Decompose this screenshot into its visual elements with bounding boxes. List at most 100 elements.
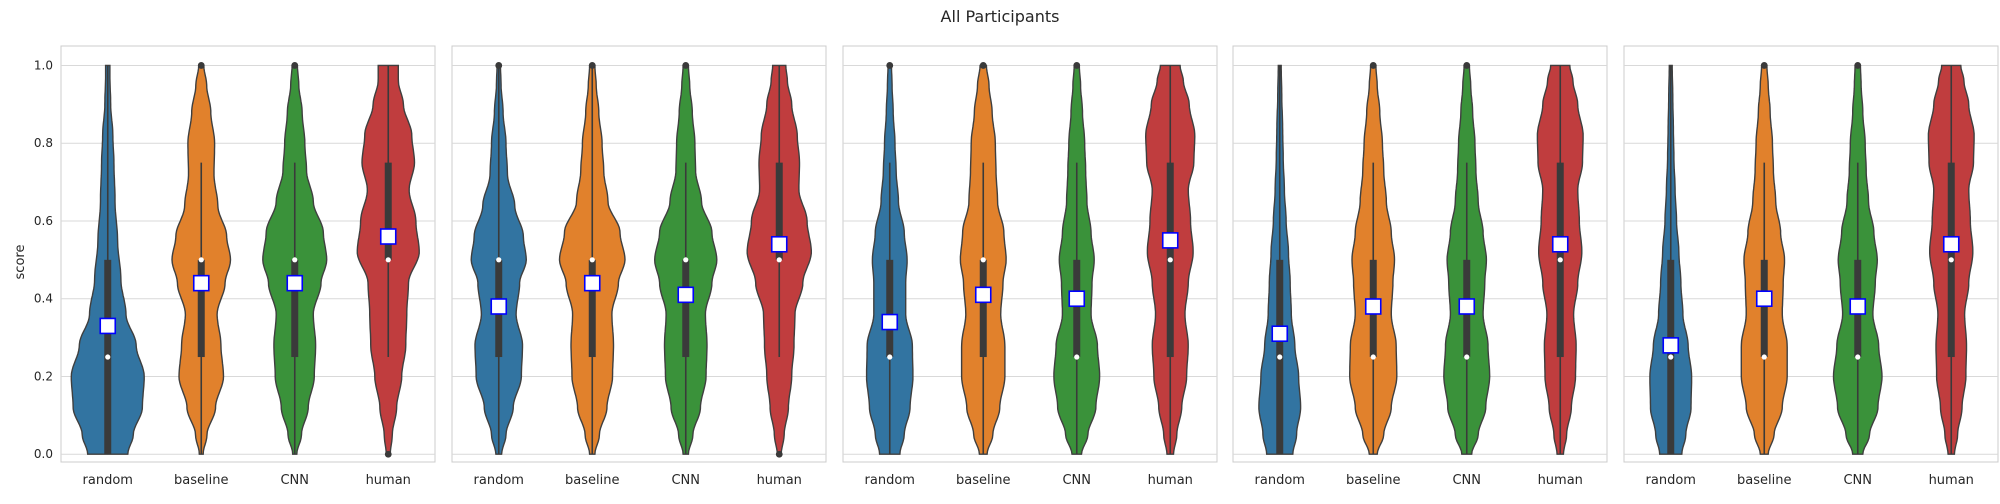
y-axis-label: score	[13, 245, 28, 280]
median-dot-CNN	[683, 257, 689, 263]
median-dot-random	[105, 354, 111, 360]
outlier-human	[775, 450, 783, 458]
median-dot-CNN	[1074, 354, 1080, 360]
iqr-box-CNN	[291, 259, 299, 358]
iqr-box-baseline	[979, 259, 987, 358]
outlier-CNN	[1463, 62, 1471, 69]
iqr-box-CNN	[682, 259, 690, 358]
outlier-baseline	[979, 62, 987, 69]
outlier-baseline	[197, 62, 205, 69]
median-dot-human	[1557, 257, 1563, 263]
panel-2: random baseline CNN human	[451, 45, 827, 488]
chart-title: All Participants	[941, 7, 1060, 26]
mean-marker-random	[1662, 337, 1680, 354]
x-tick-label-baseline: baseline	[565, 473, 619, 488]
y-tick-label: 0.6	[34, 214, 53, 228]
x-tick-label-random: random	[865, 473, 915, 488]
median-dot-baseline	[1370, 354, 1376, 360]
y-tick-label: 0.4	[34, 292, 53, 306]
x-tick-label-baseline: baseline	[174, 473, 228, 488]
x-tick-label-human: human	[1148, 473, 1193, 488]
median-dot-baseline	[1761, 354, 1767, 360]
outlier-CNN	[1073, 62, 1081, 69]
x-tick-label-human: human	[757, 473, 802, 488]
mean-marker-baseline	[583, 274, 601, 292]
outlier-random	[495, 62, 503, 69]
mean-marker-baseline	[1755, 290, 1773, 308]
median-dot-baseline	[980, 257, 986, 263]
x-tick-label-baseline: baseline	[956, 473, 1010, 488]
y-tick-label: 0.8	[34, 136, 53, 150]
outlier-CNN	[1854, 62, 1862, 69]
mean-marker-baseline	[1364, 298, 1382, 315]
median-dot-human	[385, 257, 391, 263]
mean-marker-CNN	[1068, 290, 1086, 308]
outlier-human	[384, 450, 392, 458]
iqr-box-baseline	[1760, 259, 1768, 358]
x-tick-label-random: random	[1255, 473, 1305, 488]
iqr-box-random	[886, 259, 894, 358]
panel-5: random baseline CNN human	[1623, 45, 1999, 488]
outlier-baseline	[1369, 62, 1377, 69]
x-tick-label-baseline: baseline	[1737, 473, 1791, 488]
mean-marker-human	[1551, 235, 1569, 253]
iqr-box-baseline	[588, 259, 596, 358]
median-dot-human	[776, 257, 782, 263]
outlier-baseline	[1760, 62, 1768, 69]
x-tick-label-CNN: CNN	[671, 473, 700, 488]
outlier-CNN	[291, 62, 299, 69]
iqr-box-CNN	[1073, 259, 1081, 358]
median-dot-baseline	[589, 257, 595, 263]
x-tick-label-human: human	[1538, 473, 1583, 488]
mean-marker-random	[881, 313, 899, 331]
median-dot-CNN	[1464, 354, 1470, 360]
median-dot-random	[1668, 354, 1674, 360]
y-tick-label: 1.0	[34, 58, 53, 72]
mean-marker-random	[1271, 325, 1289, 343]
mean-marker-CNN	[1458, 298, 1476, 315]
mean-marker-baseline	[192, 274, 210, 292]
mean-marker-human	[1942, 235, 1960, 253]
iqr-box-human	[384, 162, 392, 260]
panel-1: 0.0 0.2 0.4 0.6 0.8 1.0 random baseline CNN human	[34, 45, 436, 488]
median-dot-CNN	[292, 257, 298, 263]
mean-marker-random	[490, 298, 508, 315]
mean-marker-CNN	[677, 286, 695, 304]
x-tick-label-human: human	[366, 473, 411, 488]
y-tick-label: 0.2	[34, 369, 53, 383]
median-dot-baseline	[198, 257, 204, 263]
x-tick-label-random: random	[474, 473, 524, 488]
mean-marker-CNN	[1849, 298, 1867, 315]
y-tick-label: 0.0	[34, 447, 53, 461]
x-tick-label-CNN: CNN	[1452, 473, 1481, 488]
panels-group: 0.0 0.2 0.4 0.6 0.8 1.0 random baseline CNN human…	[34, 45, 1999, 488]
mean-marker-human	[1161, 232, 1179, 249]
median-dot-CNN	[1855, 354, 1861, 360]
x-tick-label-random: random	[1646, 473, 1696, 488]
mean-marker-random	[99, 317, 117, 335]
median-dot-human	[1948, 257, 1954, 263]
median-dot-human	[1167, 257, 1173, 263]
mean-marker-CNN	[286, 274, 304, 292]
mean-marker-human	[379, 228, 397, 245]
mean-marker-baseline	[974, 286, 992, 304]
x-tick-label-CNN: CNN	[280, 473, 309, 488]
x-tick-label-CNN: CNN	[1843, 473, 1872, 488]
iqr-box-baseline	[197, 259, 205, 358]
x-tick-label-random: random	[83, 473, 133, 488]
iqr-box-human	[775, 162, 783, 260]
outlier-CNN	[682, 62, 690, 69]
outlier-baseline	[588, 62, 596, 69]
median-dot-random	[887, 354, 893, 360]
x-tick-label-CNN: CNN	[1062, 473, 1091, 488]
mean-marker-human	[770, 235, 788, 253]
x-tick-label-human: human	[1929, 473, 1974, 488]
median-dot-random	[1277, 354, 1283, 360]
outlier-random	[886, 62, 894, 69]
panel-4: random baseline CNN human	[1232, 45, 1608, 488]
x-tick-label-baseline: baseline	[1346, 473, 1400, 488]
panel-3: random baseline CNN human	[842, 45, 1218, 488]
median-dot-random	[496, 257, 502, 263]
